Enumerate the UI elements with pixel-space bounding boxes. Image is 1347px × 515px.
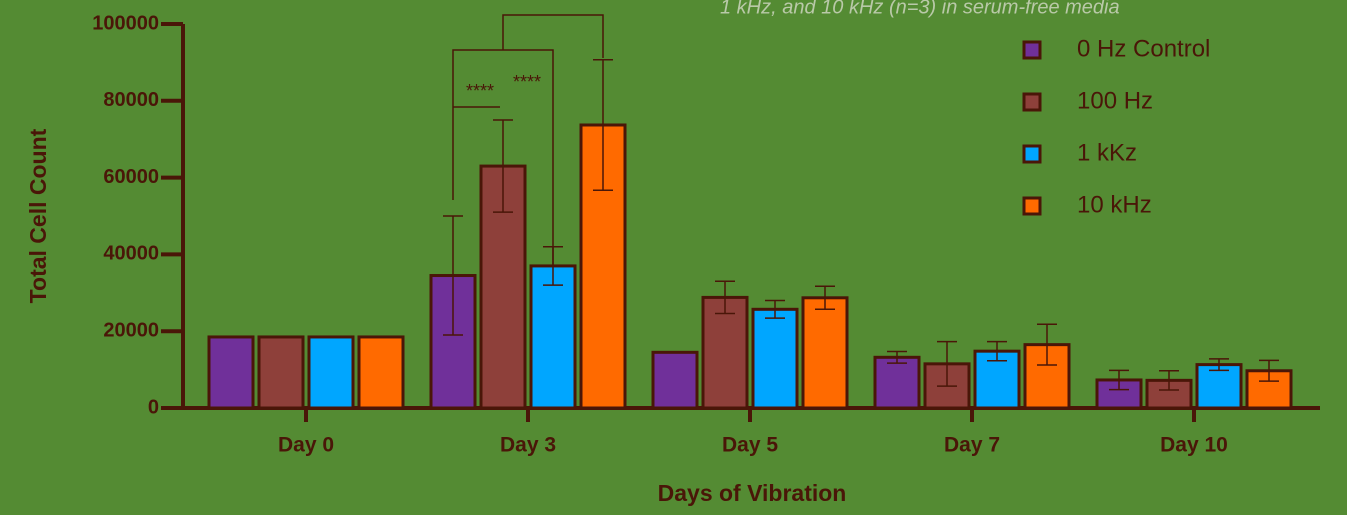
legend-swatch (1024, 42, 1040, 58)
bar (359, 337, 403, 408)
bar (209, 337, 253, 408)
significance-label: **** (513, 72, 541, 92)
y-tick-label: 60000 (103, 166, 159, 188)
x-tick-label: Day 3 (500, 434, 556, 457)
legend-swatch (1024, 94, 1040, 110)
x-tick-label: Day 10 (1160, 434, 1228, 457)
bar (531, 266, 575, 408)
chart-title: 1 kHz, and 10 kHz (n=3) in serum-free me… (720, 0, 1120, 18)
legend-label: 0 Hz Control (1077, 35, 1210, 62)
legend-swatch (1024, 198, 1040, 214)
significance-label: **** (466, 81, 494, 101)
y-tick-label: 20000 (103, 319, 159, 341)
y-tick-label: 100000 (92, 12, 159, 34)
y-tick-label: 80000 (103, 89, 159, 111)
legend-label: 10 kHz (1077, 191, 1152, 218)
bar (753, 309, 797, 408)
bar (653, 352, 697, 408)
x-tick-label: Day 5 (722, 434, 778, 457)
x-tick-label: Day 7 (944, 434, 1000, 457)
y-axis-label: Total Cell Count (25, 128, 51, 303)
legend-label: 1 kKz (1077, 139, 1137, 166)
x-tick-label: Day 0 (278, 434, 334, 457)
legend-label: 100 Hz (1077, 87, 1153, 114)
chart: 1 kHz, and 10 kHz (n=3) in serum-free me… (0, 0, 1347, 515)
legend-swatch (1024, 146, 1040, 162)
x-axis-label: Days of Vibration (658, 480, 847, 506)
y-tick-label: 40000 (103, 243, 159, 265)
bar (803, 298, 847, 408)
y-tick-label: 0 (148, 396, 159, 418)
bar (259, 337, 303, 408)
bar (875, 357, 919, 408)
bar (309, 337, 353, 408)
